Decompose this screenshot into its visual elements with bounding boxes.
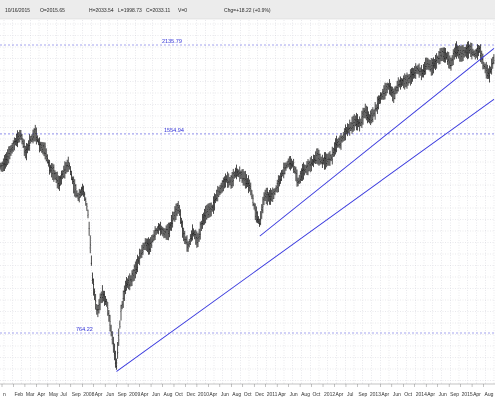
readout-close: C=2033.11 [146, 8, 170, 14]
x-tick-label: n [3, 392, 6, 398]
price-level-label: 2135.79 [162, 39, 182, 45]
x-tick-label: Aug [301, 392, 310, 398]
readout-low: L=1998.73 [118, 8, 142, 14]
x-tick-label: Apr [278, 392, 286, 398]
x-tick-label: Jul [60, 392, 66, 398]
x-tick-label: Jun [152, 392, 160, 398]
ohlc-readout: 10/16/2015 O=2015.65 H=2033.54 L=1998.73… [5, 8, 271, 14]
x-tick-label: Apr [37, 392, 45, 398]
x-tick-label: Jun [439, 392, 447, 398]
x-tick-label: Sep [450, 392, 459, 398]
price-bars [0, 41, 495, 370]
readout-change: Chg=+18.22 (+0.9%) [224, 8, 271, 14]
x-tick-label: Mar [26, 392, 35, 398]
x-tick-label: 2013 [370, 392, 381, 398]
trend-lines [116, 48, 495, 372]
x-tick-label: 2015 [462, 392, 473, 398]
x-axis: n Feb Mar Apr May Jul Sep 2008 Apr Jun Sep 2009 Apr J… [0, 383, 495, 398]
x-tick-label: Apr [381, 392, 389, 398]
x-tick-label: Aug [232, 392, 241, 398]
price-level-label: 1554.94 [164, 128, 184, 134]
x-tick-label: May [49, 392, 59, 398]
readout-open: O=2015.65 [40, 8, 65, 14]
price-levels: 2135.79 1554.94 764.22 [0, 39, 495, 334]
x-tick-label: 2011 [267, 392, 278, 398]
x-tick-label: Oct [175, 392, 183, 398]
readout-high: H=2033.54 [89, 8, 114, 14]
readout-date: 10/16/2015 [5, 8, 30, 14]
price-level-label: 764.22 [76, 327, 93, 333]
x-tick-label: Jun [393, 392, 401, 398]
x-tick-label: Apr [473, 392, 481, 398]
x-tick-label: Feb [14, 392, 23, 398]
x-tick-label: Oct [244, 392, 252, 398]
trend-line [116, 98, 495, 372]
x-tick-label: 2014 [416, 392, 427, 398]
header-bar [0, 0, 495, 19]
x-tick-label: 2008 [83, 392, 94, 398]
x-tick-label: Apr [427, 392, 435, 398]
trend-line [259, 48, 495, 237]
x-tick-label: Jul [347, 392, 353, 398]
x-tick-label: Jun [290, 392, 298, 398]
x-tick-label: Aug [485, 392, 494, 398]
x-tick-label: 2012 [324, 392, 335, 398]
x-tick-label: Apr [95, 392, 103, 398]
x-tick-label: Jun [106, 392, 114, 398]
x-tick-label: Oct [313, 392, 321, 398]
x-tick-label: Aug [164, 392, 173, 398]
x-tick-label: 2010 [198, 392, 209, 398]
x-tick-label: Apr [209, 392, 217, 398]
x-tick-label: Sep [118, 392, 127, 398]
grid [0, 20, 495, 384]
x-tick-label: Dec [186, 392, 195, 398]
readout-volume: V=0 [178, 8, 187, 14]
x-tick-label: Oct [404, 392, 412, 398]
x-tick-label: Sep [358, 392, 367, 398]
x-tick-label: Sep [72, 392, 81, 398]
x-tick-label: Apr [141, 392, 149, 398]
x-tick-label: Dec [255, 392, 264, 398]
x-tick-label: Apr [335, 392, 343, 398]
x-tick-label: Jun [221, 392, 229, 398]
x-tick-label: 2009 [129, 392, 140, 398]
